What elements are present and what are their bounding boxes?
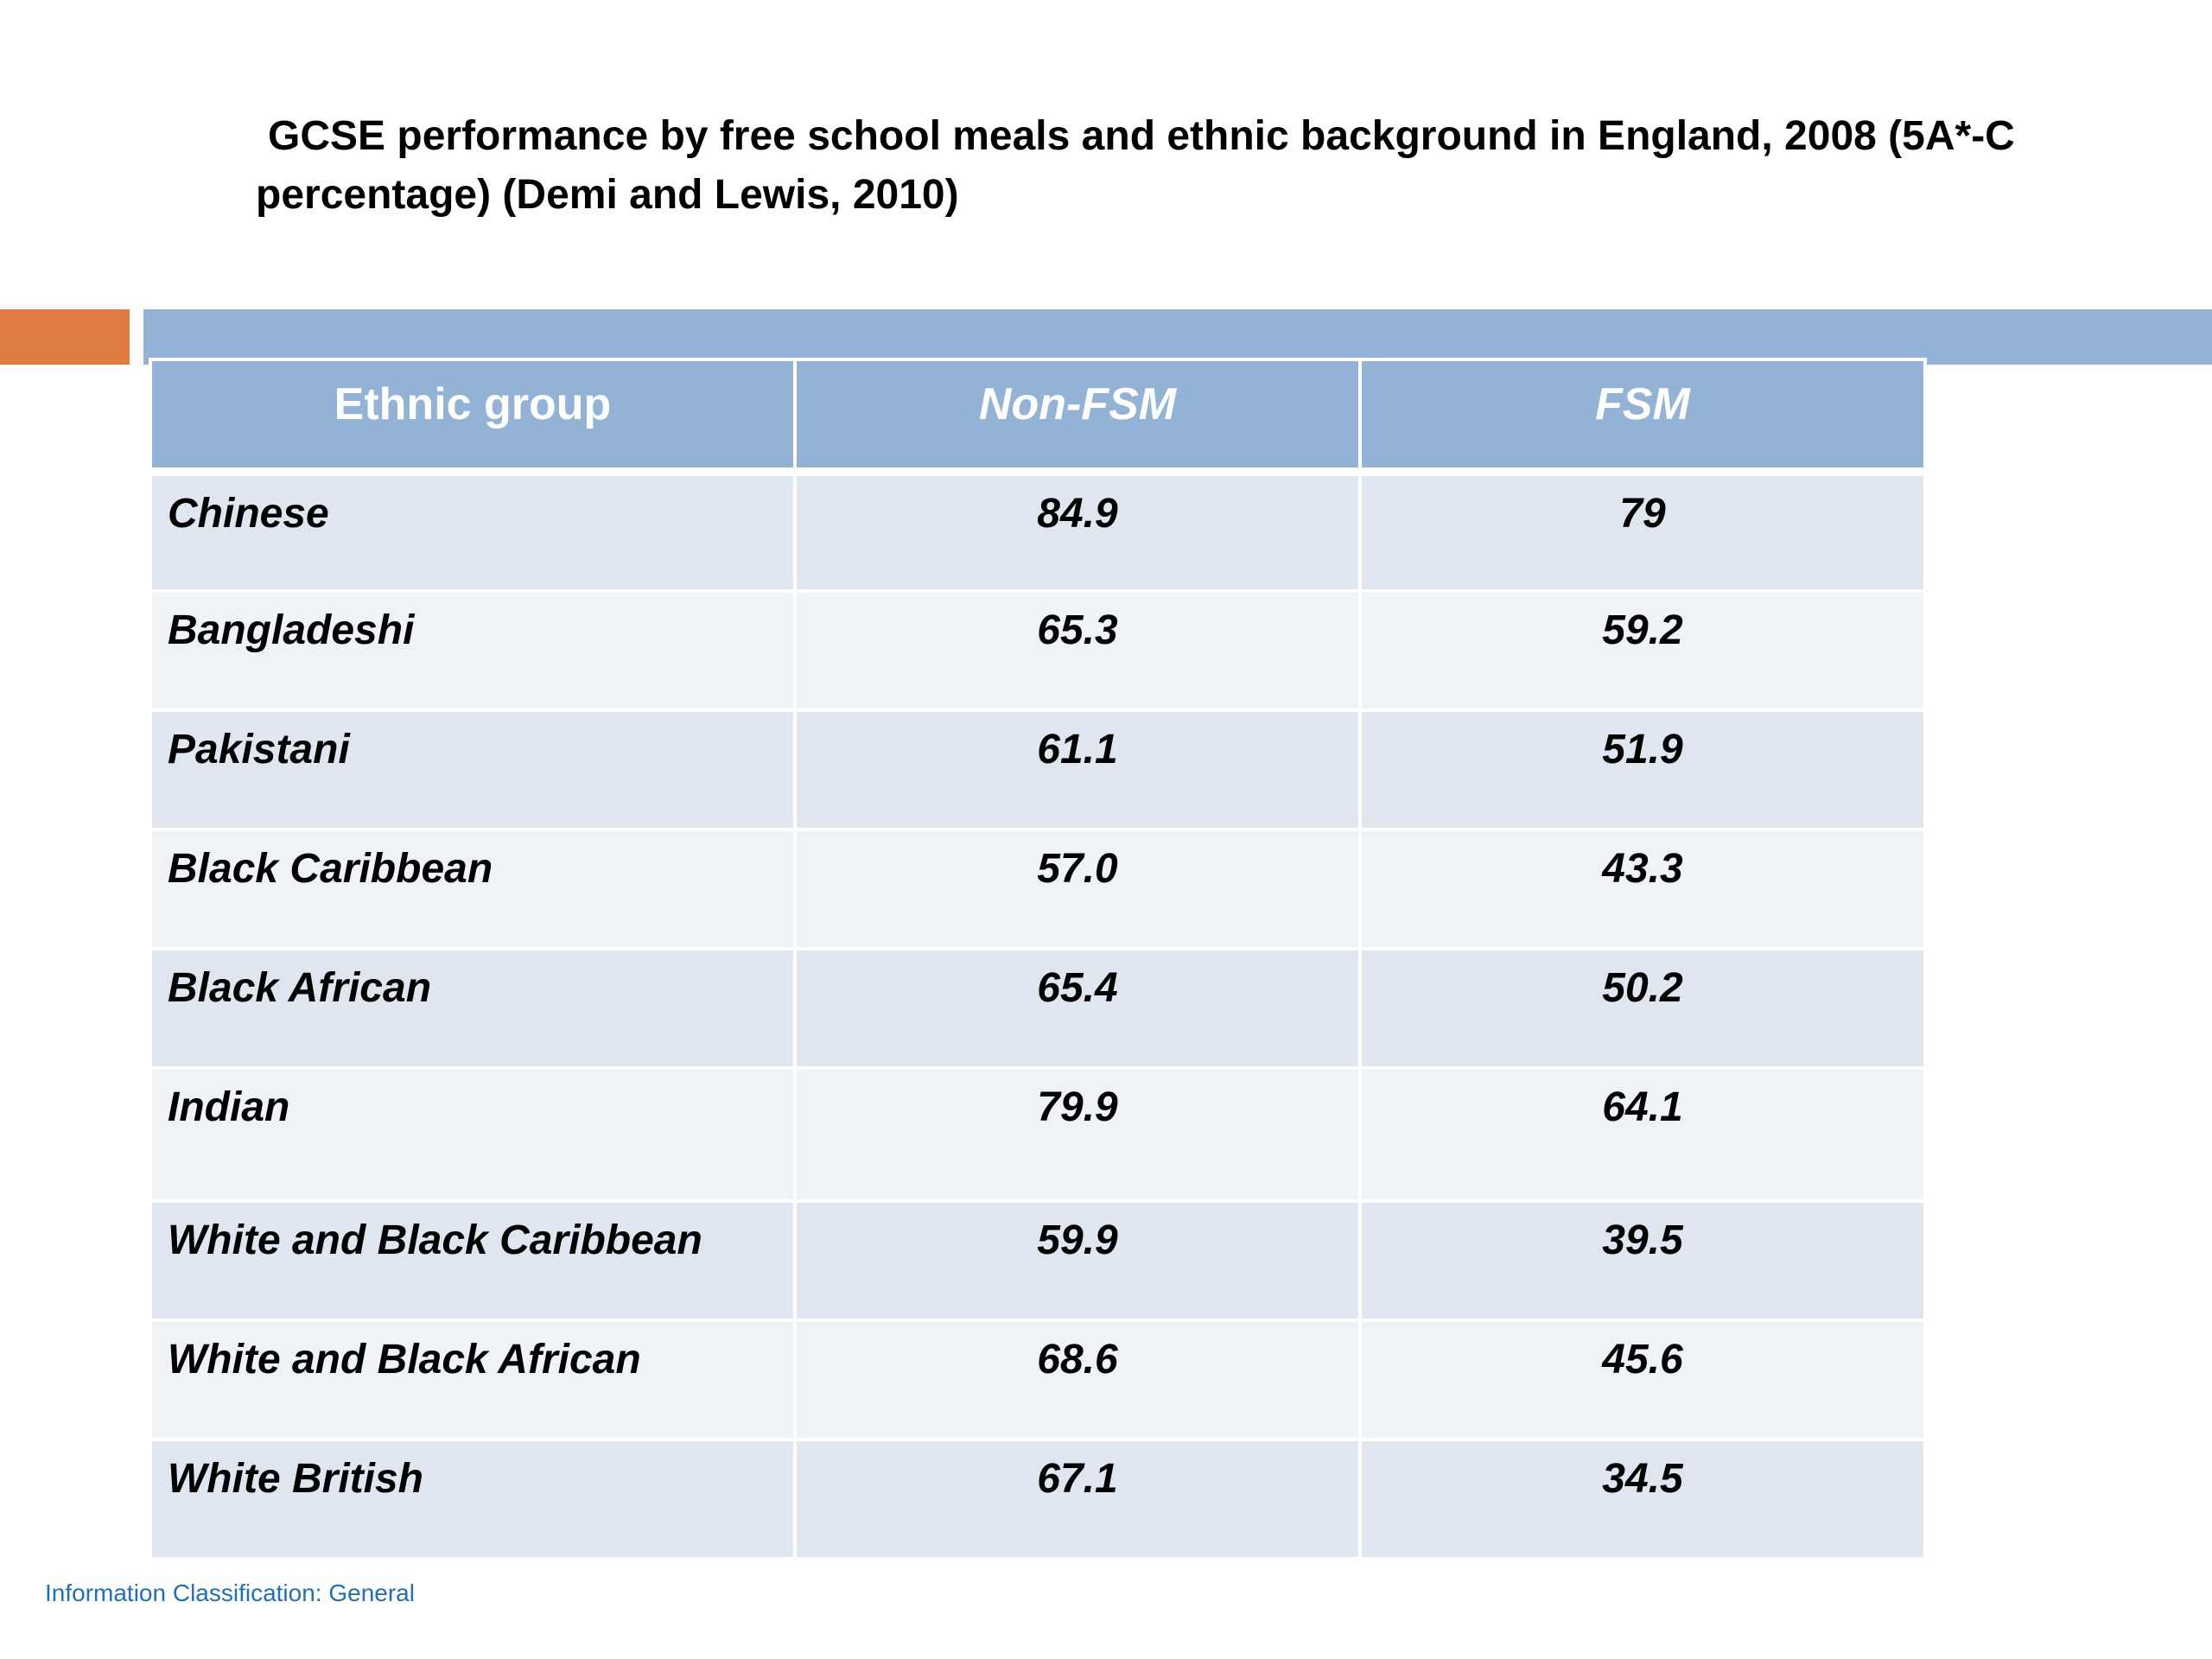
table-row: White and Black African 68.6 45.6	[149, 1319, 1927, 1441]
non-fsm-cell: 61.1	[793, 709, 1362, 831]
non-fsm-cell: 57.0	[793, 828, 1362, 950]
ethnic-group-cell: Pakistani	[149, 709, 797, 831]
non-fsm-cell: 79.9	[793, 1066, 1362, 1203]
slide-title-line-2: percentage) (Demi and Lewis, 2010)	[256, 172, 959, 218]
table-row: Black Caribbean 57.0 43.3	[149, 828, 1927, 950]
slide-title: GCSE performance by free school meals an…	[256, 107, 2105, 225]
accent-bar-orange	[0, 309, 130, 365]
table-row: Indian 79.9 64.1	[149, 1066, 1927, 1203]
accent-bar-blue	[143, 309, 2212, 365]
table-header-row: Ethnic group Non-FSM FSM	[149, 358, 1927, 476]
fsm-cell: 59.2	[1358, 589, 1927, 712]
fsm-cell: 43.3	[1358, 828, 1927, 950]
non-fsm-cell: 65.3	[793, 589, 1362, 712]
fsm-cell: 34.5	[1358, 1438, 1927, 1560]
table-row: Bangladeshi 65.3 59.2	[149, 589, 1927, 712]
slide-title-line-1: GCSE performance by free school meals an…	[268, 113, 2015, 159]
fsm-cell: 45.6	[1358, 1319, 1927, 1441]
table-row: White and Black Caribbean 59.9 39.5	[149, 1199, 1927, 1322]
fsm-cell: 39.5	[1358, 1199, 1927, 1322]
fsm-cell: 64.1	[1358, 1066, 1927, 1203]
table-row: Chinese 84.9 79	[149, 470, 1927, 593]
fsm-cell: 51.9	[1358, 709, 1927, 831]
non-fsm-cell: 59.9	[793, 1199, 1362, 1322]
table-row: White British 67.1 34.5	[149, 1438, 1927, 1560]
header-ethnic-group: Ethnic group	[149, 358, 797, 476]
ethnic-group-cell: Black African	[149, 947, 797, 1070]
gcse-table: Ethnic group Non-FSM FSM Chinese 84.9 79…	[149, 358, 1927, 1560]
non-fsm-cell: 67.1	[793, 1438, 1362, 1560]
fsm-cell: 50.2	[1358, 947, 1927, 1070]
ethnic-group-cell: Indian	[149, 1066, 797, 1203]
non-fsm-cell: 68.6	[793, 1319, 1362, 1441]
header-non-fsm: Non-FSM	[793, 358, 1362, 476]
footer-classification: Information Classification: General	[45, 1580, 415, 1606]
ethnic-group-cell: Chinese	[149, 470, 797, 593]
ethnic-group-cell: White and Black African	[149, 1319, 797, 1441]
header-fsm: FSM	[1358, 358, 1927, 476]
ethnic-group-cell: Bangladeshi	[149, 589, 797, 712]
fsm-cell: 79	[1358, 470, 1927, 593]
ethnic-group-cell: Black Caribbean	[149, 828, 797, 950]
table-row: Pakistani 61.1 51.9	[149, 709, 1927, 831]
table-row: Black African 65.4 50.2	[149, 947, 1927, 1070]
non-fsm-cell: 65.4	[793, 947, 1362, 1070]
ethnic-group-cell: White and Black Caribbean	[149, 1199, 797, 1322]
ethnic-group-cell: White British	[149, 1438, 797, 1560]
non-fsm-cell: 84.9	[793, 470, 1362, 593]
